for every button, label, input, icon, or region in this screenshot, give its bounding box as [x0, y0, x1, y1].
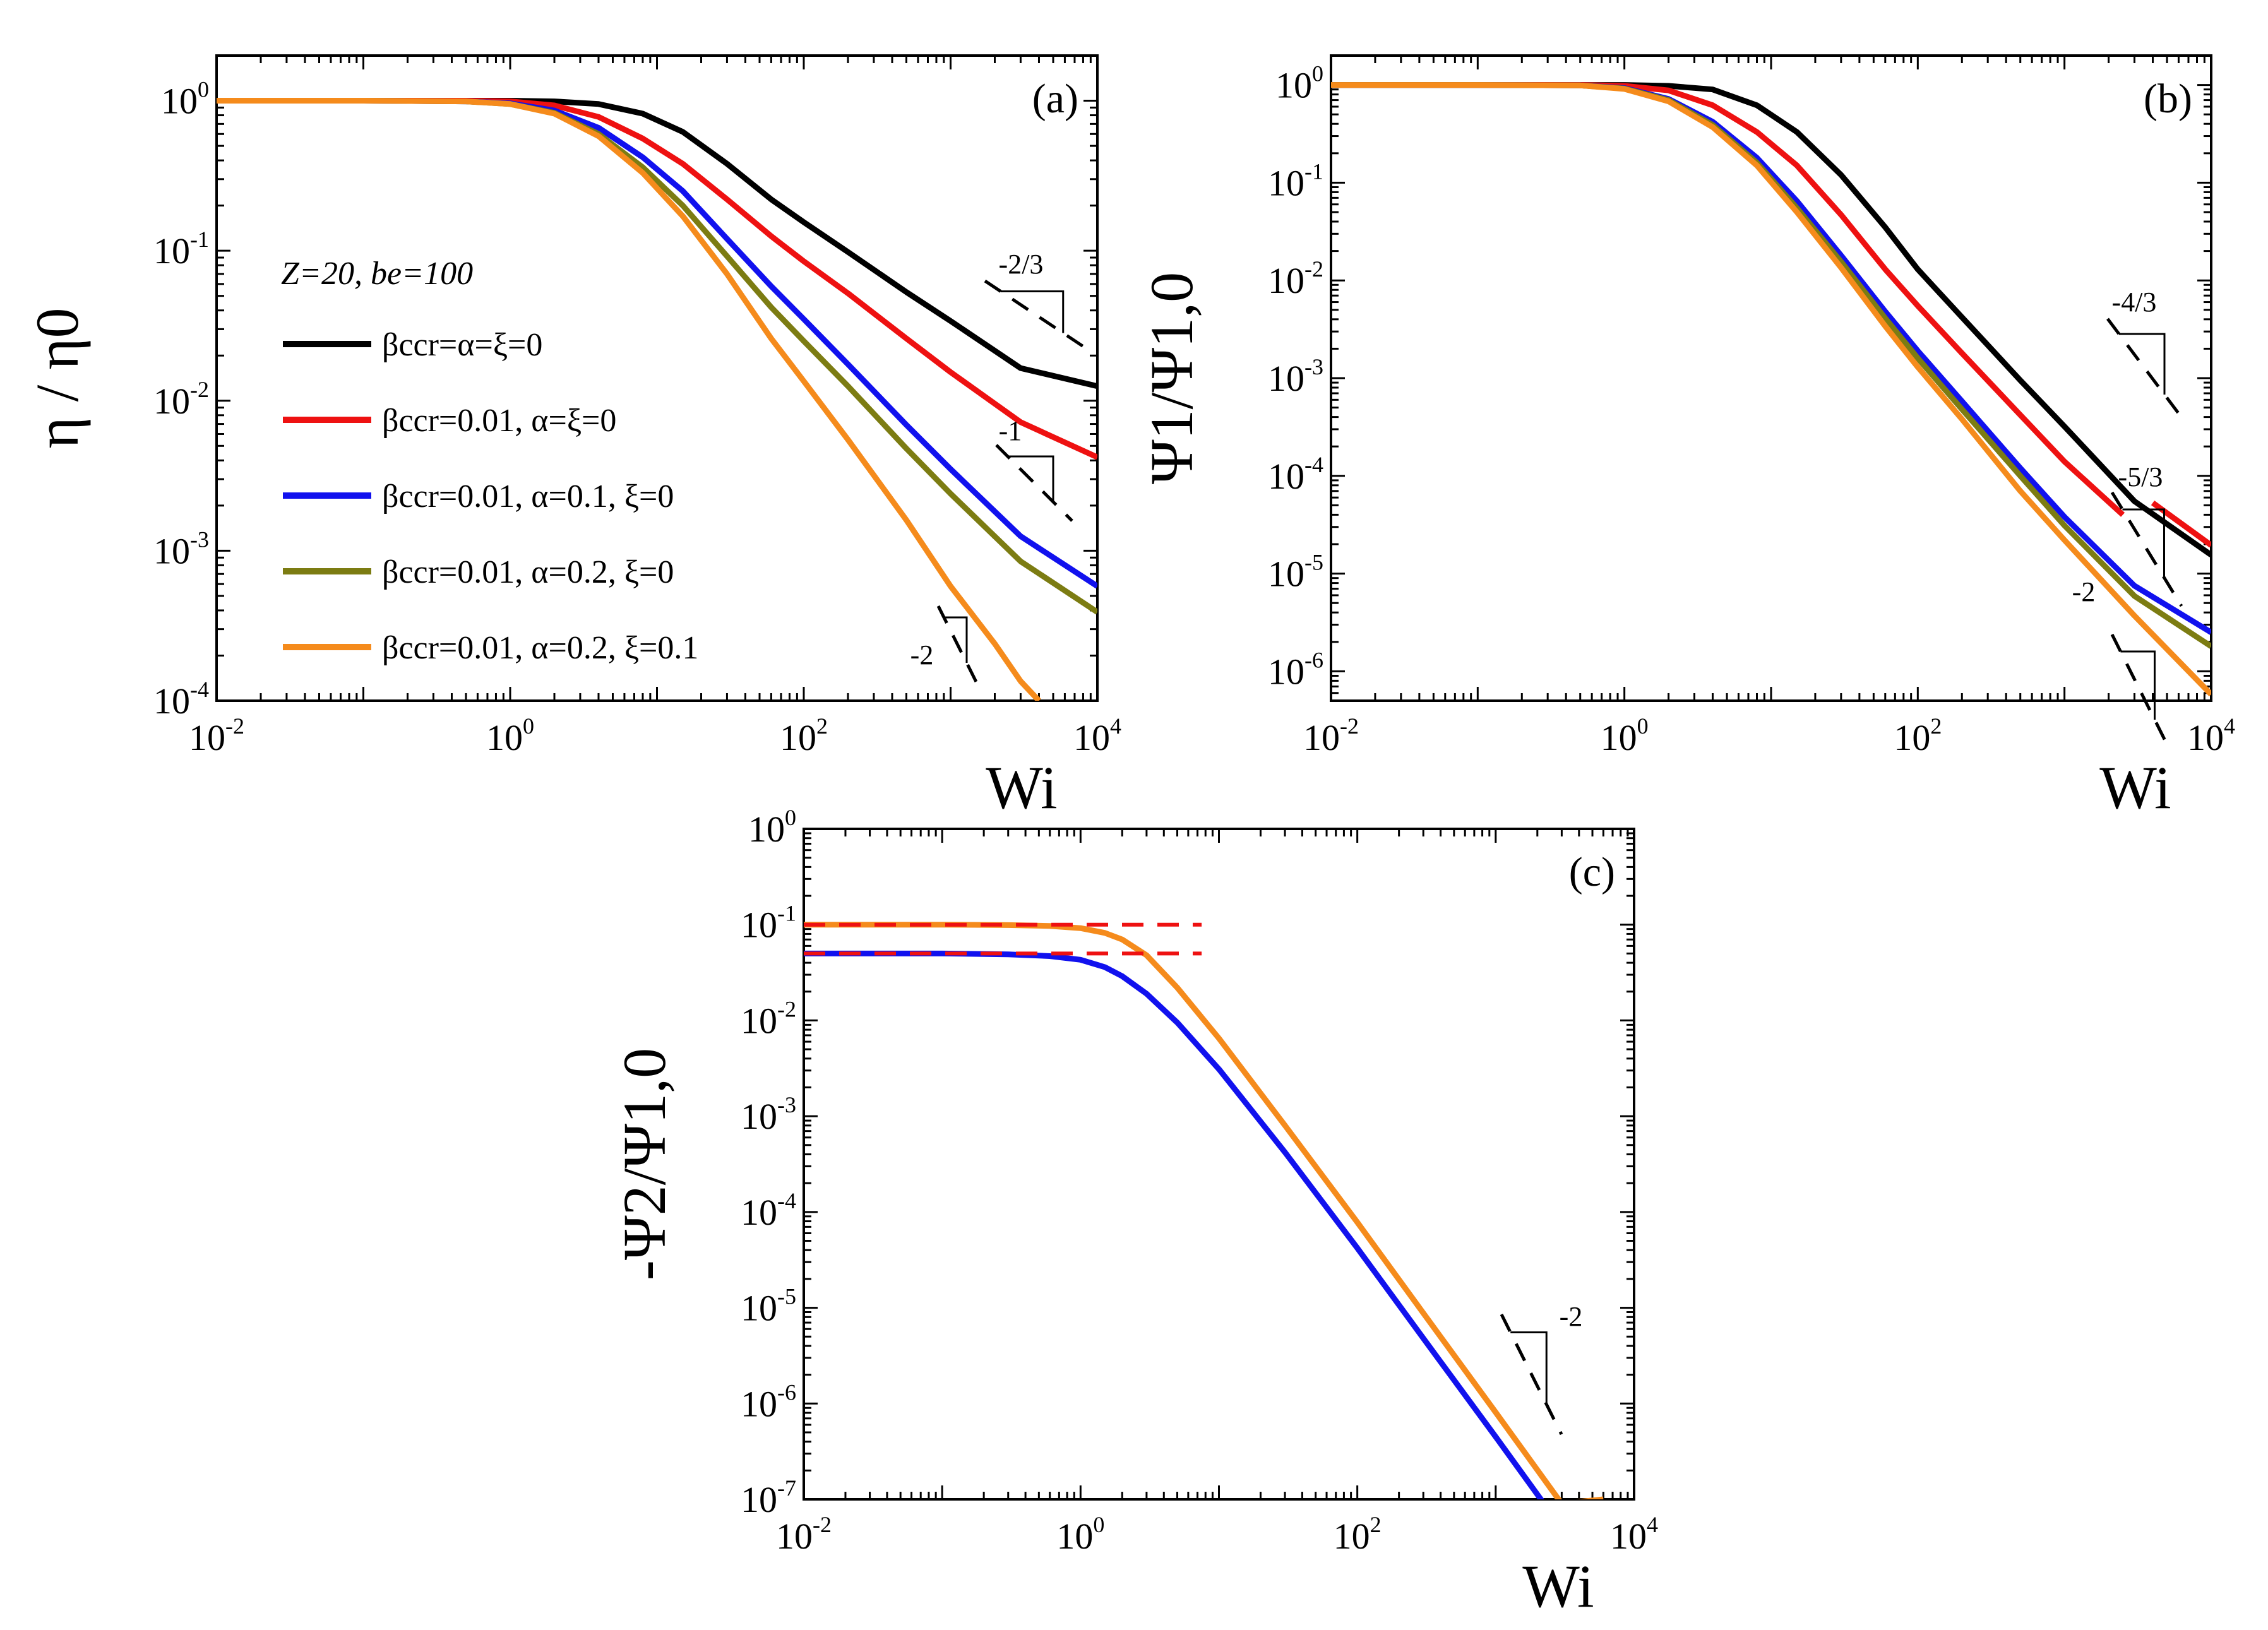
y-tick-label: 10-1: [153, 227, 209, 271]
x-tick-label: 100: [486, 713, 534, 758]
y-axis-title: Ψ1/Ψ1,0: [1138, 272, 1205, 484]
y-tick-label: 10-7: [741, 1475, 796, 1520]
legend-entry-3: βccr=0.01, α=0.2, ξ=0: [382, 554, 674, 590]
y-tick-label: 10-5: [1268, 550, 1323, 595]
x-tick-label: 10-2: [776, 1512, 832, 1557]
y-tick-label: 100: [1275, 61, 1323, 106]
x-axis-title: Wi: [2099, 754, 2171, 821]
series-group: [217, 98, 1097, 701]
x-tick-label: 102: [1894, 713, 1942, 758]
y-tick-label: 10-4: [1268, 452, 1323, 497]
slope-dashed-line: [995, 444, 1073, 522]
series-group: [1331, 82, 2211, 697]
x-tick-label: 104: [1610, 1512, 1658, 1557]
y-tick-label: 10-3: [153, 526, 209, 571]
slope-step: [1510, 1331, 1548, 1405]
slope-label: -2: [2072, 576, 2096, 607]
slope-label: -1: [999, 415, 1022, 446]
slope-step: [2120, 650, 2156, 720]
plot-frame: [803, 828, 1635, 1501]
slope-dashed-line: [2110, 633, 2171, 749]
slope-label: -2: [910, 640, 934, 670]
legend-entry-4: βccr=0.01, α=0.2, ξ=0.1: [382, 630, 698, 666]
slope-triangle: -4/3: [2106, 287, 2185, 421]
series-line-0: [804, 950, 1604, 1499]
series-group: [804, 922, 1604, 1499]
slope-label: -5/3: [2118, 461, 2163, 492]
x-tick-label: 100: [1056, 1512, 1104, 1557]
slope-dashed-line: [984, 279, 1090, 352]
slope-dashed-line: [936, 605, 978, 683]
slope-triangle: -5/3: [2110, 461, 2183, 607]
x-tick-label: 104: [1073, 713, 1121, 758]
x-axis-title: Wi: [986, 754, 1057, 821]
x-tick-label: 100: [1601, 713, 1649, 758]
slope-triangle: -2: [910, 605, 978, 683]
panel-label: (b): [2144, 76, 2192, 122]
y-tick-label: 10-1: [1268, 158, 1323, 203]
y-tick-label: 100: [161, 77, 209, 122]
y-axis-title: -Ψ2/Ψ1,0: [611, 1048, 678, 1280]
slope-step: [1000, 290, 1065, 333]
slope-triangle: -2/3: [984, 249, 1090, 352]
y-tick-label: 10-2: [741, 996, 796, 1041]
panel-b: 10-2 100 102 104 100 10-1 10-2 10-3 10-4 10-5 10-6…: [1138, 54, 2235, 821]
series-line-0: [1331, 82, 2211, 557]
slope-label: -4/3: [2112, 287, 2157, 318]
y-tick-label: 10-6: [741, 1379, 796, 1424]
slope-step: [2119, 333, 2166, 395]
slope-label: -2: [1560, 1301, 1583, 1332]
y-ticks: [1331, 54, 2211, 702]
x-ticks: [215, 56, 1099, 701]
panel-label: (c): [1569, 849, 1615, 895]
y-tick-label: 10-2: [1268, 256, 1323, 301]
x-ticks: [1330, 56, 2212, 701]
slope-label: -2/3: [999, 249, 1044, 280]
slope-dashed-line: [2106, 318, 2185, 421]
legend-entry-1: βccr=0.01, α=ξ=0: [382, 403, 616, 439]
slope-triangle: -2: [2072, 576, 2171, 749]
y-tick-label: 10-3: [1268, 354, 1323, 399]
x-tick-label: 10-2: [189, 713, 244, 758]
panel-a: 10-2 100 102 104 100 10-1 10-2 10-3 10-4 (a) Wi η /…: [23, 54, 1121, 821]
legend-entry-0: βccr=α=ξ=0: [382, 327, 542, 363]
y-tick-label: 10-4: [741, 1188, 796, 1233]
y-tick-label: 10-4: [153, 677, 209, 722]
x-axis-title: Wi: [1522, 1552, 1594, 1620]
y-tick-label: 100: [748, 805, 796, 850]
legend-entry-2: βccr=0.01, α=0.1, ξ=0: [382, 479, 674, 515]
y-ticks: [804, 828, 1634, 1501]
x-tick-label: 104: [2187, 713, 2235, 758]
slope-step: [1008, 455, 1054, 502]
panel-c: 10-2 100 102 104 100 10-1 10-2 10-3 10-4 10-5 10-6…: [611, 805, 1658, 1620]
slope-triangle: -2: [1500, 1301, 1583, 1436]
legend: Z=20, be=100 βccr=α=ξ=0 βccr=0.01, α=ξ=0 βc…: [281, 256, 698, 666]
y-tick-label: 10-3: [741, 1092, 796, 1137]
legend-title: Z=20, be=100: [281, 256, 473, 292]
y-axis-title: η / η0: [23, 307, 91, 448]
slope-dashed-line: [1500, 1313, 1563, 1436]
slope-step: [944, 616, 968, 663]
series-line-2: [1331, 82, 2211, 635]
slope-step: [2122, 508, 2165, 578]
y-tick-label: 10-1: [741, 901, 796, 946]
y-tick-label: 10-6: [1268, 647, 1323, 692]
y-tick-label: 10-2: [153, 377, 209, 422]
panel-label: (a): [1032, 76, 1078, 122]
x-tick-label: 102: [780, 713, 828, 758]
slope-dashed-line: [2110, 491, 2183, 607]
x-ticks: [803, 829, 1635, 1499]
series-line-3: [217, 98, 1097, 615]
x-tick-label: 102: [1334, 1512, 1382, 1557]
y-tick-label: 10-5: [741, 1284, 796, 1329]
series-line-4: [217, 98, 1041, 701]
series-line-4: [1331, 82, 2211, 697]
x-tick-label: 10-2: [1303, 713, 1359, 758]
slope-triangle: -1: [995, 415, 1073, 522]
